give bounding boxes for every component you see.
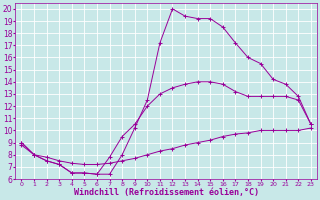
X-axis label: Windchill (Refroidissement éolien,°C): Windchill (Refroidissement éolien,°C) (74, 188, 259, 197)
